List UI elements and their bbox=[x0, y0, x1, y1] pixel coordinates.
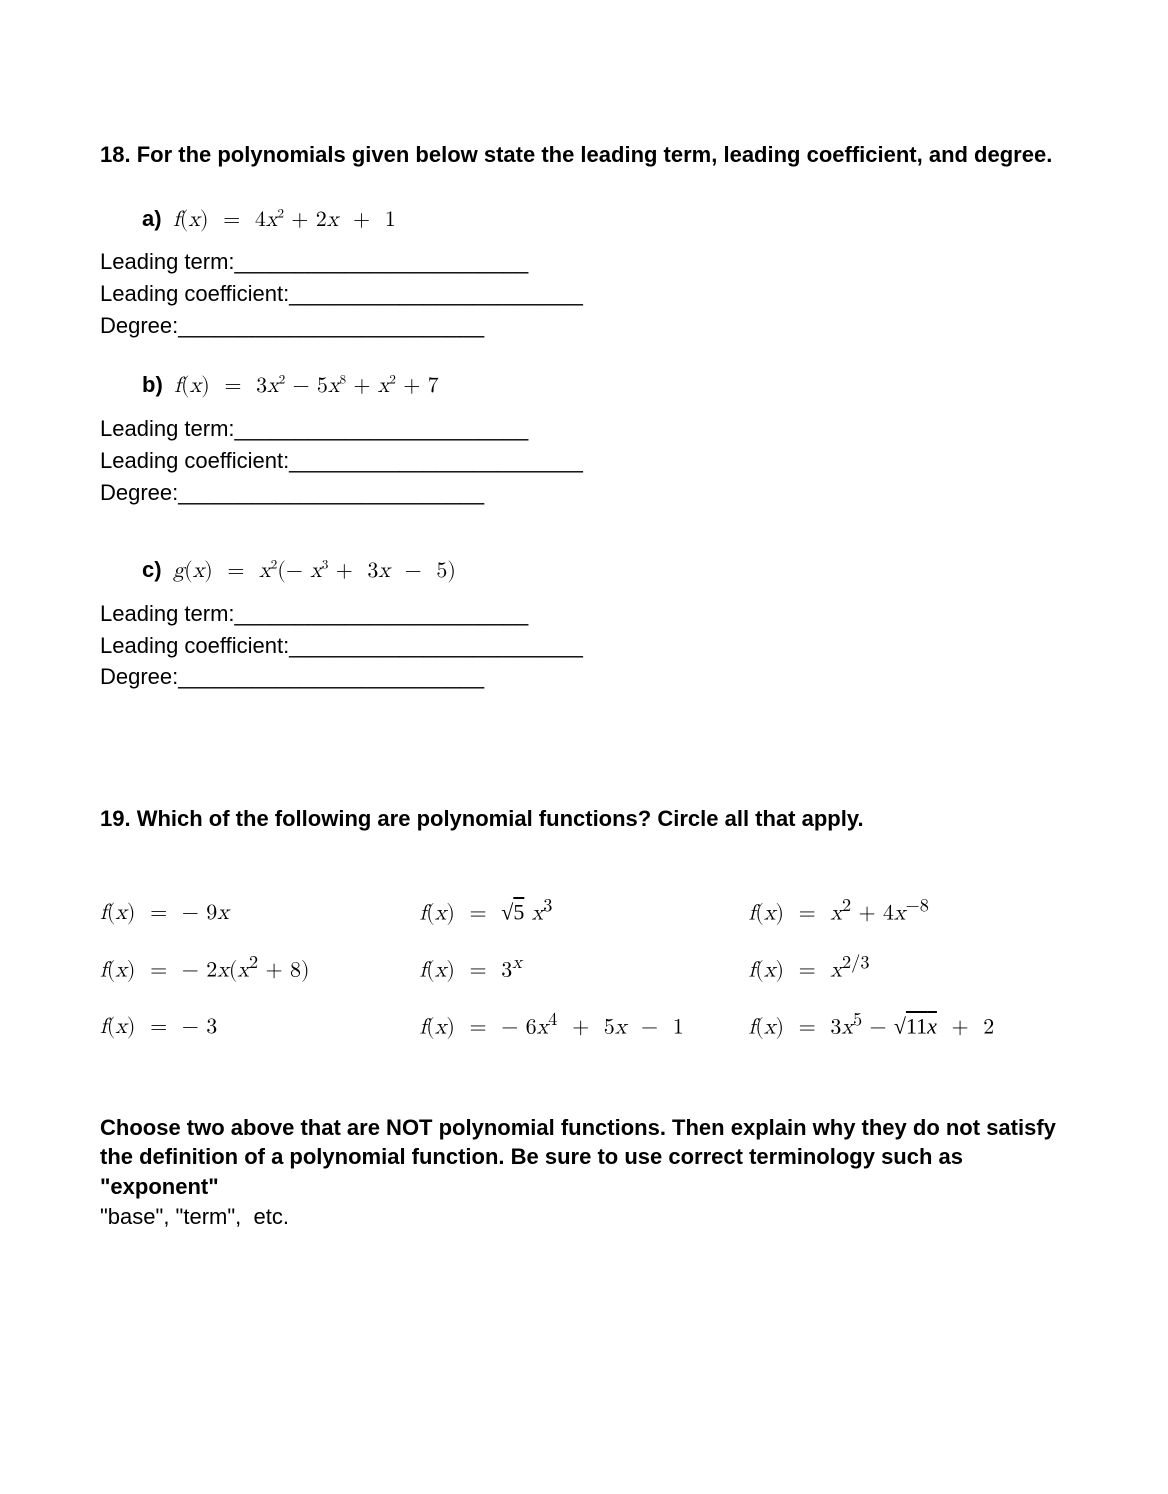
part-letter: b) bbox=[142, 370, 163, 400]
equation-cell: f(x) = − 9x bbox=[100, 894, 419, 929]
spacer bbox=[100, 537, 1068, 555]
degree-line: Degree:_________________________ bbox=[100, 311, 1068, 341]
q19-closing: Choose two above that are NOT polynomial… bbox=[100, 1113, 1068, 1232]
leading-term-line: Leading term:________________________ bbox=[100, 599, 1068, 629]
table-row: f(x) = − 2x(x2 + 8) f(x) = 3x f(x) = x2/… bbox=[100, 951, 1068, 986]
equation-cell: f(x) = x2/3 bbox=[749, 951, 1068, 986]
equation-cell: f(x) = 3x5 − √11x + 2 bbox=[749, 1008, 1068, 1043]
fill-block: Leading term:________________________ Le… bbox=[100, 599, 1068, 692]
equation: g(x) = x2(− x3 + 3x − 5) bbox=[173, 560, 456, 582]
equation: f(x) = 3x2 − 5x8 + x2 + 7 bbox=[174, 375, 438, 397]
leading-coeff-line: Leading coefficient:____________________… bbox=[100, 446, 1068, 476]
leading-term-line: Leading term:________________________ bbox=[100, 414, 1068, 444]
equation-cell: f(x) = 3x bbox=[419, 951, 748, 986]
equation-cell: f(x) = − 3 bbox=[100, 1008, 419, 1043]
q19-equation-grid: f(x) = − 9x f(x) = √5 x3 f(x) = x2 + 4x−… bbox=[100, 872, 1068, 1065]
fill-block: Leading term:________________________ Le… bbox=[100, 247, 1068, 340]
fill-block: Leading term:________________________ Le… bbox=[100, 414, 1068, 507]
degree-line: Degree:_________________________ bbox=[100, 662, 1068, 692]
table-row: f(x) = − 3 f(x) = − 6x4 + 5x − 1 f(x) = … bbox=[100, 1008, 1068, 1043]
q19-prompt: 19. Which of the following are polynomia… bbox=[100, 804, 1068, 834]
equation: f(x) = 4x2 + 2x + 1 bbox=[173, 209, 396, 231]
q18-part-b: b) f(x) = 3x2 − 5x8 + x2 + 7 bbox=[100, 370, 1068, 402]
leading-term-line: Leading term:________________________ bbox=[100, 247, 1068, 277]
q18-prompt: 18. For the polynomials given below stat… bbox=[100, 140, 1068, 170]
leading-coeff-line: Leading coefficient:____________________… bbox=[100, 279, 1068, 309]
q18-part-c: c) g(x) = x2(− x3 + 3x − 5) bbox=[100, 555, 1068, 587]
degree-line: Degree:_________________________ bbox=[100, 478, 1068, 508]
part-letter: c) bbox=[142, 555, 162, 585]
page: 18. For the polynomials given below stat… bbox=[0, 0, 1168, 1351]
part-letter: a) bbox=[142, 204, 162, 234]
equation-cell: f(x) = − 2x(x2 + 8) bbox=[100, 951, 419, 986]
table-row: f(x) = − 9x f(x) = √5 x3 f(x) = x2 + 4x−… bbox=[100, 894, 1068, 929]
q18-part-a: a) f(x) = 4x2 + 2x + 1 bbox=[100, 204, 1068, 236]
equation-cell: f(x) = x2 + 4x−8 bbox=[749, 894, 1068, 929]
equation-cell: f(x) = √5 x3 bbox=[419, 894, 748, 929]
equation-cell: f(x) = − 6x4 + 5x − 1 bbox=[419, 1008, 748, 1043]
leading-coeff-line: Leading coefficient:____________________… bbox=[100, 631, 1068, 661]
